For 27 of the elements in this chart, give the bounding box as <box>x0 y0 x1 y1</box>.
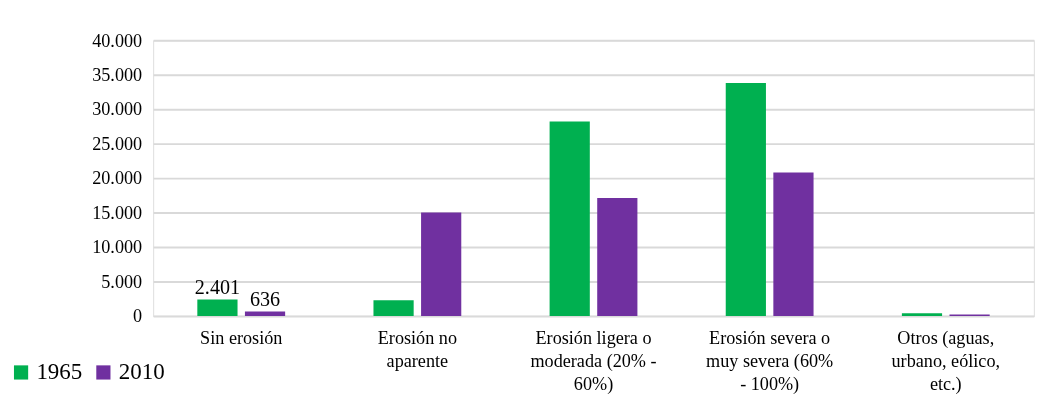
bar <box>373 300 414 316</box>
y-tick-label: 20.000 <box>92 168 143 189</box>
y-tick-label: 5.000 <box>101 271 143 292</box>
y-tick-label: 30.000 <box>92 99 143 120</box>
y-tick-label: 35.000 <box>92 64 143 85</box>
bar <box>197 299 238 316</box>
bar <box>421 212 462 316</box>
y-tick-label: 25.000 <box>92 133 143 154</box>
x-tick-label: Sin erosión <box>200 328 283 349</box>
legend-label: 2010 <box>118 359 165 385</box>
x-tick-label: Erosión ligera o moderada (20% - 60%) <box>530 328 657 396</box>
x-tick-label: Otros (aguas, urbano, eólico, etc.) <box>891 328 1001 396</box>
data-label: 2.401 <box>194 275 241 298</box>
data-label: 636 <box>249 287 281 310</box>
x-tick-label: Erosión severa o muy severa (60% - 100%) <box>706 328 834 396</box>
bar <box>725 83 766 316</box>
bar <box>901 313 943 316</box>
y-tick-label: 10.000 <box>92 237 143 258</box>
bar <box>549 121 590 316</box>
y-tick-label: 15.000 <box>92 202 143 223</box>
bar <box>597 198 638 316</box>
y-tick-label: 40.000 <box>92 30 143 51</box>
y-tick-label: 0 <box>133 306 143 327</box>
legend-label: 1965 <box>36 359 83 385</box>
bar <box>244 311 286 316</box>
bar <box>773 172 814 316</box>
x-tick-label: Erosión no aparente <box>377 328 457 372</box>
